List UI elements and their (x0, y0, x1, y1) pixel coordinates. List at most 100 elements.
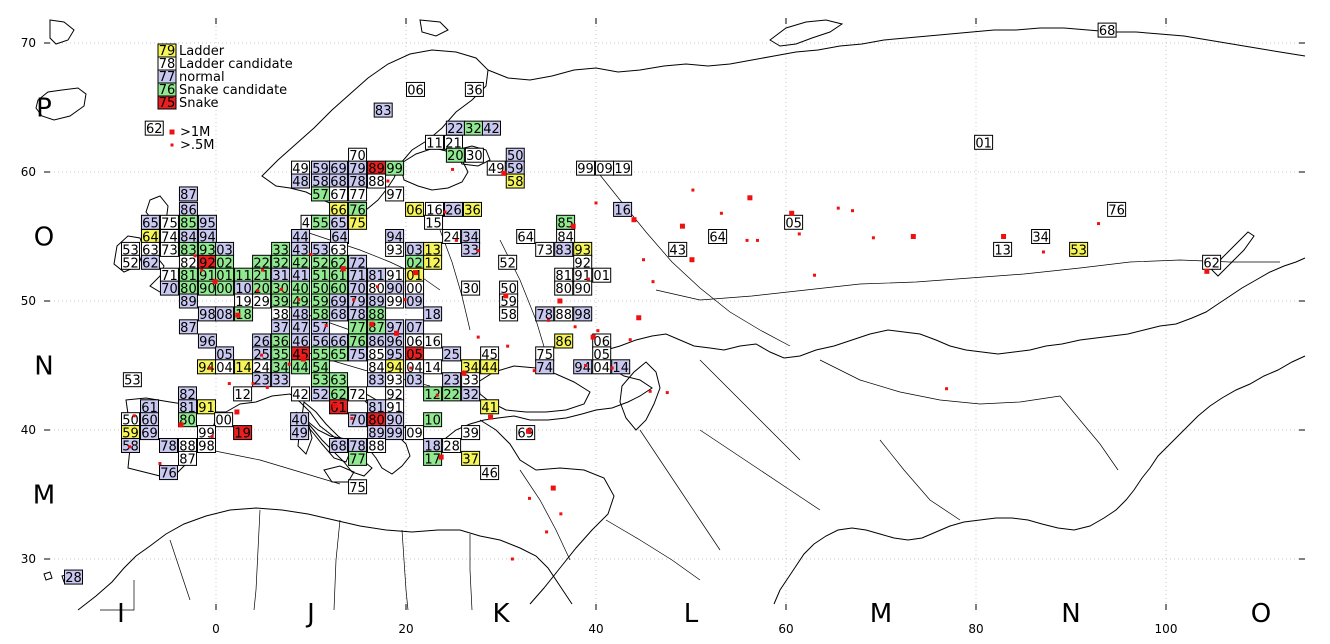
grid-square: 00 (215, 280, 235, 297)
grid-square-code: 77 (349, 188, 366, 203)
grid-square-code: 80 (368, 282, 385, 297)
grid-square-code: 60 (330, 282, 347, 297)
city-marker-large (394, 330, 399, 336)
grid-square: 91 (197, 267, 217, 284)
grid-square: 68 (1097, 22, 1117, 39)
grid-square-code: 94 (198, 361, 215, 376)
grid-square-box (252, 372, 272, 388)
grid-square-code: 93 (386, 243, 403, 258)
grid-square: 14 (234, 359, 254, 376)
grid-square: 24 (442, 229, 462, 246)
grid-square-box (140, 425, 159, 441)
grid-square-code: 55 (312, 216, 329, 231)
grid-square: 98 (573, 306, 593, 323)
grid-square-code: 49 (291, 427, 308, 442)
grid-square: 14 (423, 359, 443, 376)
grid-square-code: 05 (216, 348, 233, 363)
grid-square: 46 (480, 465, 500, 482)
grid-square-code: 65 (142, 216, 159, 231)
grid-square-code: 86 (555, 335, 572, 350)
grid-square-code: 25 (443, 348, 460, 363)
grid-square: 78 (535, 306, 555, 323)
grid-square-code: 49 (292, 295, 309, 310)
grid-square-code: 86 (180, 203, 197, 218)
grid-square-box (554, 280, 574, 296)
grid-square-code: 12 (424, 388, 441, 403)
axis-ticks (44, 18, 1305, 610)
grid-square: 11 (425, 134, 444, 151)
grid-square-code: 29 (253, 295, 270, 310)
city-marker-small (813, 273, 816, 277)
y-tick-label: 60 (21, 165, 36, 179)
grid-square-code: 42 (292, 256, 309, 271)
grid-square-code: 83 (180, 243, 197, 258)
grid-square-code: 02 (406, 256, 423, 271)
grid-square-code: 92 (386, 388, 403, 403)
city-marker-small (510, 557, 514, 561)
city-marker-small (610, 366, 614, 370)
grid-square-code: 63 (330, 374, 347, 389)
x-tick-label: 40 (588, 622, 603, 636)
grid-square-code: 14 (424, 361, 441, 376)
grid-square: 76 (348, 333, 368, 350)
grid-square-box (480, 465, 500, 481)
legend-code: 77 (159, 70, 176, 85)
grid-square-code: 01 (216, 269, 233, 284)
grid-square-code: 24 (253, 361, 270, 376)
grid-square-code: 28 (65, 571, 82, 586)
grid-square: 70 (348, 280, 368, 297)
grid-square-code: 14 (612, 361, 629, 376)
grid-square-code: 64 (331, 231, 348, 246)
grid-square-box (140, 254, 160, 270)
city-marker-small (251, 382, 255, 386)
grid-square: 34 (1031, 229, 1051, 246)
grid-square-code: 85 (557, 216, 574, 231)
grid-square-code: 04 (593, 361, 610, 376)
grid-square-code: 98 (574, 308, 591, 323)
grid-square-code: 55 (312, 348, 329, 363)
grid-square-code: 89 (368, 162, 385, 177)
grid-square-box (708, 229, 728, 244)
grid-square-code: 76 (349, 203, 366, 218)
grid-square: 03 (405, 241, 425, 258)
grid-square: 59 (311, 293, 330, 310)
grid-square: 95 (385, 346, 405, 363)
grid-square-code: 39 (462, 427, 479, 442)
city-marker-small (584, 364, 588, 367)
grid-square: 62 (144, 120, 164, 137)
city-marker-small (648, 389, 652, 393)
grid-letter-side: P (36, 94, 52, 124)
grid-square-code: 79 (349, 162, 366, 177)
grid-square: 23 (252, 372, 272, 389)
grid-square-code: 51 (312, 269, 329, 284)
grid-square-box (445, 147, 465, 163)
grid-square-code: 83 (375, 104, 392, 119)
grid-square: 63 (140, 241, 160, 258)
grid-square: 64 (140, 229, 160, 246)
grid-square: 96 (385, 333, 405, 350)
grid-square-code: 76 (349, 335, 366, 350)
x-tick-label: 60 (778, 622, 793, 636)
grid-square-code: 44 (292, 231, 309, 246)
grid-square-box (442, 346, 462, 362)
grid-square: 96 (197, 333, 217, 350)
grid-square: 34 (271, 359, 291, 376)
grid-square-code: 05 (785, 216, 802, 231)
grid-square: 44 (480, 359, 500, 376)
grid-square: 83 (554, 241, 574, 258)
grid-square-code: 81 (180, 269, 197, 284)
grid-square: 19 (234, 293, 254, 310)
grid-square: 29 (252, 293, 272, 310)
city-marker-small (409, 366, 413, 370)
city-marker-small (642, 258, 645, 262)
grid-square-code: 71 (349, 269, 366, 284)
grid-square-code: 16 (424, 335, 441, 350)
grid-square: 76 (1107, 201, 1127, 218)
grid-square-box (178, 186, 198, 202)
grid-square-box (291, 173, 311, 189)
city-marker-small (745, 238, 749, 242)
legend-entry: 77 normal (157, 69, 225, 85)
grid-square-code: 32 (462, 388, 479, 403)
grid-square-box (348, 450, 368, 466)
city-marker-small (287, 362, 291, 366)
